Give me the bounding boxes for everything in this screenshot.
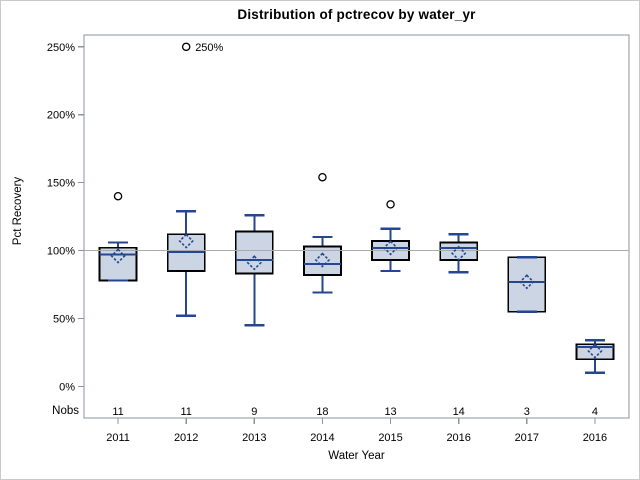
nobs-value: 9: [251, 406, 257, 418]
nobs-value: 11: [112, 406, 123, 418]
y-tick-label: 50%: [53, 313, 75, 325]
nobs-value: 14: [453, 406, 465, 418]
nobs-row-label: Nobs: [52, 405, 79, 417]
mean-diamond-marker: [587, 343, 603, 359]
y-tick-label: 200%: [47, 110, 75, 122]
y-tick-label: 0%: [59, 381, 75, 393]
box-iqr: [439, 241, 479, 261]
x-tick-label: 2016: [583, 432, 607, 444]
mean-diamond-marker: [314, 252, 331, 268]
mean-diamond-marker: [451, 245, 467, 261]
nobs-value: 11: [180, 406, 191, 418]
box-iqr: [234, 230, 274, 275]
y-tick-label: 250%: [47, 42, 75, 54]
mean-diamond-marker: [110, 248, 126, 264]
nobs-value: 13: [384, 406, 396, 418]
outlier-point: [181, 42, 191, 52]
x-tick-label: 2011: [106, 432, 130, 444]
chart-title: Distribution of pctrecov by water_yr: [237, 7, 476, 22]
mean-diamond-marker: [178, 233, 194, 249]
nobs-value: 18: [316, 406, 328, 418]
outlier-point: [318, 172, 327, 182]
x-axis-title: Water Year: [328, 450, 385, 462]
outlier-value-label: 250%: [195, 42, 223, 54]
box-iqr: [98, 246, 138, 282]
nobs-value: 4: [592, 406, 598, 418]
x-tick-label: 2016: [446, 432, 470, 444]
mean-diamond-marker: [246, 255, 262, 271]
nobs-value: 3: [524, 406, 530, 418]
mean-diamond-marker: [519, 274, 535, 290]
x-tick-label: 2012: [174, 432, 198, 444]
box-iqr: [303, 245, 342, 276]
x-tick-label: 2013: [242, 432, 266, 444]
mean-diamond-marker: [382, 240, 399, 256]
box-iqr: [507, 256, 547, 313]
x-tick-label: 2017: [515, 432, 539, 444]
x-tick-label: 2015: [378, 432, 402, 444]
plot-border: [83, 34, 630, 419]
x-tick-label: 2014: [310, 432, 334, 444]
outlier-point: [113, 191, 123, 201]
outlier-point: [386, 200, 395, 209]
y-tick-label: 100%: [47, 246, 75, 258]
y-tick-label: 150%: [47, 178, 75, 190]
